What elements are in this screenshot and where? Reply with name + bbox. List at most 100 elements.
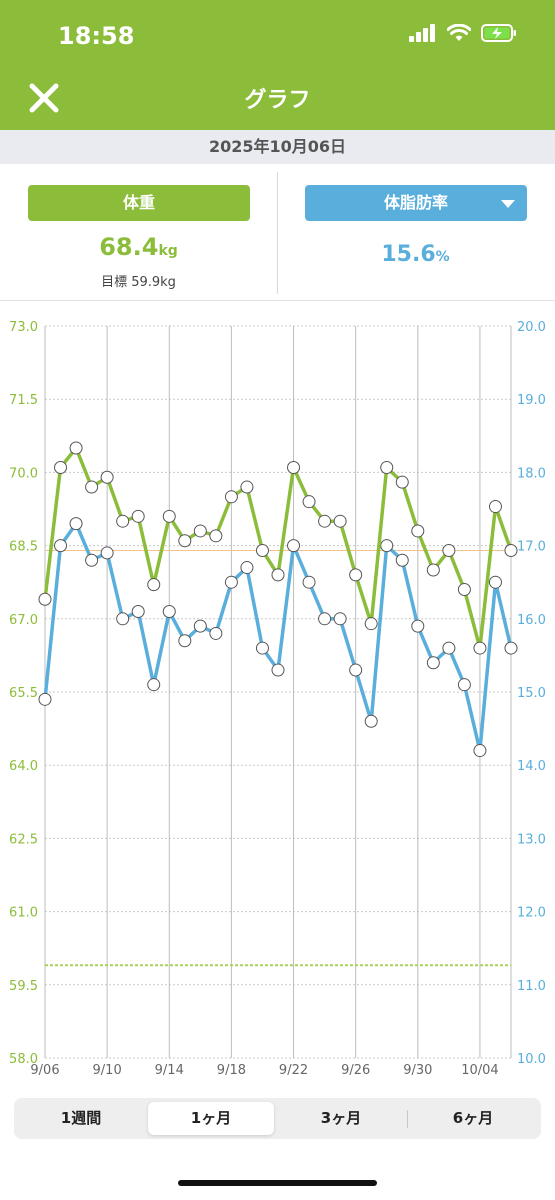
- x-tick-label: 9/18: [217, 1063, 246, 1078]
- weight-data-point: [426, 563, 440, 577]
- bodyfat-data-point: [255, 641, 269, 655]
- bodyfat-data-point: [473, 744, 487, 758]
- right-y-tick-label: 17.0: [517, 540, 546, 555]
- bodyfat-data-point: [240, 561, 254, 575]
- close-icon[interactable]: [26, 80, 62, 116]
- bodyfat-data-point: [85, 553, 99, 567]
- bodyfat-data-point: [54, 539, 68, 553]
- bodyfat-data-point: [349, 663, 363, 677]
- bodyfat-data-point: [193, 619, 207, 633]
- bodyfat-data-point: [426, 656, 440, 670]
- weight-bodyfat-chart[interactable]: 9/06 9/10 9/14 9/18 9/22 9/26 9/30 10/04 58.0 59.…: [0, 302, 555, 1092]
- right-y-tick-label: 14.0: [517, 759, 546, 774]
- app-header: 18:58 グラフ: [0, 0, 555, 130]
- bodyfat-data-point: [69, 517, 83, 531]
- weight-data-point: [318, 514, 332, 528]
- bodyfat-data-point: [271, 663, 285, 677]
- weight-data-point: [54, 461, 68, 475]
- weight-data-point: [255, 543, 269, 557]
- bodyfat-data-point: [318, 612, 332, 626]
- weight-data-point: [302, 495, 316, 509]
- weight-data-point: [473, 641, 487, 655]
- weight-data-point: [457, 583, 471, 597]
- bodyfat-data-point: [364, 714, 378, 728]
- bodyfat-data-point: [488, 575, 502, 589]
- right-y-tick-label: 18.0: [517, 466, 546, 481]
- bodyfat-data-point: [442, 641, 456, 655]
- wifi-icon: [447, 24, 471, 41]
- left-y-tick-label: 65.5: [9, 686, 38, 701]
- weight-panel: 体重 68.4kg 目標 59.9kg: [0, 165, 277, 300]
- right-y-tick-label: 19.0: [517, 393, 546, 408]
- weight-data-point: [193, 524, 207, 538]
- weight-data-point: [100, 470, 114, 484]
- chevron-down-icon: [501, 200, 515, 208]
- weight-data-point: [395, 475, 409, 489]
- status-time: 18:58: [58, 22, 135, 50]
- left-y-tick-label: 73.0: [9, 320, 38, 335]
- bodyfat-data-point: [287, 539, 301, 553]
- panel-divider: [277, 172, 278, 294]
- bodyfat-data-point: [162, 604, 176, 618]
- tab-1-week[interactable]: 1週間: [60, 1109, 102, 1127]
- tab-6-months[interactable]: 6ヶ月: [452, 1109, 494, 1127]
- bodyfat-data-point: [38, 692, 52, 706]
- battery-charging-icon: [481, 24, 516, 42]
- home-indicator: [178, 1180, 377, 1186]
- weight-value-display: 68.4kg: [0, 233, 277, 261]
- bodyfat-data-point: [116, 612, 130, 626]
- weight-data-point: [287, 461, 301, 475]
- weight-data-point: [224, 490, 238, 504]
- date-bar: 2025年10月06日: [0, 130, 555, 164]
- x-tick-label: 9/30: [403, 1063, 432, 1078]
- right-y-tick-label: 16.0: [517, 613, 546, 628]
- bodyfat-data-point: [395, 553, 409, 567]
- left-y-tick-label: 64.0: [9, 759, 38, 774]
- weight-data-point: [38, 592, 52, 606]
- body-fat-value: 15.6: [381, 242, 436, 267]
- page-title: グラフ: [244, 88, 311, 113]
- left-y-tick-label: 68.5: [9, 540, 38, 555]
- right-y-tick-label: 12.0: [517, 906, 546, 921]
- tab-separator: [407, 1110, 408, 1128]
- bodyfat-data-point: [504, 641, 518, 655]
- bodyfat-data-point: [302, 575, 316, 589]
- left-y-tick-label: 61.0: [9, 906, 38, 921]
- weight-series-line: [43, 446, 513, 650]
- left-y-tick-label: 58.0: [9, 1052, 38, 1067]
- right-y-tick-label: 11.0: [517, 979, 546, 994]
- bodyfat-data-point: [131, 604, 145, 618]
- left-y-tick-label: 62.5: [9, 832, 38, 847]
- x-tick-label: 9/22: [279, 1063, 308, 1078]
- status-icons: [409, 24, 517, 42]
- bodyfat-data-point: [380, 539, 394, 553]
- tab-3-months[interactable]: 3ヶ月: [320, 1109, 362, 1127]
- weight-data-point: [333, 514, 347, 528]
- x-tick-label: 9/10: [93, 1063, 122, 1078]
- body-fat-dropdown[interactable]: 体脂肪率: [305, 185, 527, 221]
- weight-data-point: [364, 617, 378, 631]
- bodyfat-data-point: [411, 619, 425, 633]
- body-fat-panel: 体脂肪率 15.6%: [277, 165, 554, 300]
- weight-data-point: [349, 568, 363, 582]
- weight-data-point: [162, 509, 176, 523]
- x-tick-label: 10/04: [461, 1063, 498, 1078]
- tab-1-month[interactable]: 1ヶ月: [148, 1102, 274, 1135]
- weight-data-point: [504, 543, 518, 557]
- weight-data-point: [442, 543, 456, 557]
- right-y-tick-label: 13.0: [517, 832, 546, 847]
- bodyfat-data-point: [100, 546, 114, 560]
- left-y-tick-label: 59.5: [9, 979, 38, 994]
- weight-unit: kg: [158, 243, 178, 259]
- weight-value: 68.4: [99, 233, 159, 261]
- weight-data-point: [116, 514, 130, 528]
- right-y-tick-label: 20.0: [517, 320, 546, 335]
- bodyfat-data-point: [147, 678, 161, 692]
- weight-data-point: [69, 441, 83, 455]
- x-tick-label: 9/06: [30, 1063, 59, 1078]
- bodyfat-data-point: [209, 626, 223, 640]
- left-y-tick-label: 70.0: [9, 466, 38, 481]
- weight-button[interactable]: 体重: [28, 185, 250, 221]
- bodyfat-data-point: [224, 575, 238, 589]
- weight-data-point: [178, 534, 192, 548]
